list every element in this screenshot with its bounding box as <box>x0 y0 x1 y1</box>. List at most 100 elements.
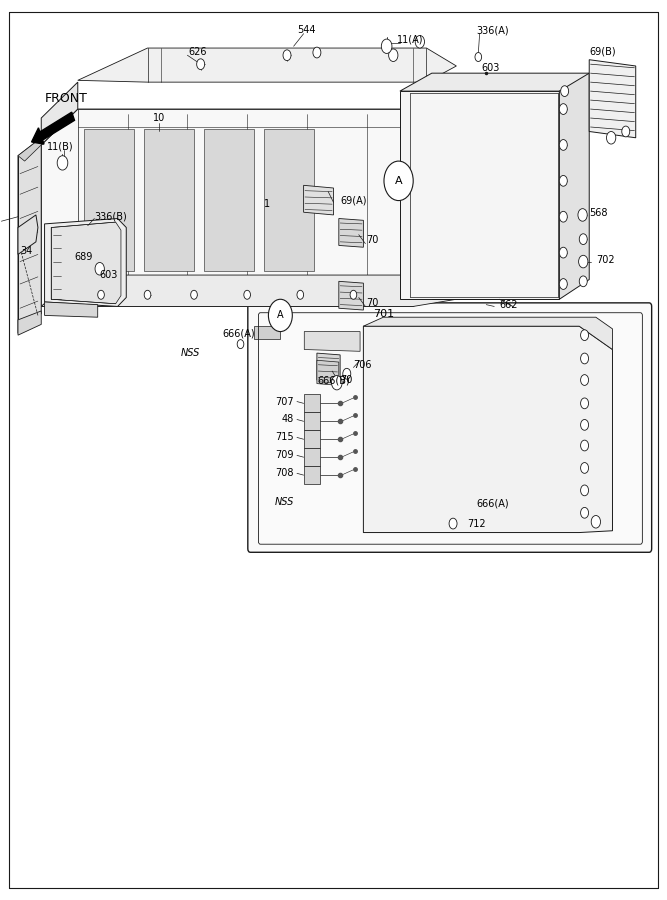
Text: 182(C): 182(C) <box>460 328 492 338</box>
Circle shape <box>578 256 588 268</box>
Text: 48: 48 <box>281 415 293 425</box>
Text: 568: 568 <box>589 208 608 218</box>
Text: 34: 34 <box>20 246 32 256</box>
Circle shape <box>434 329 442 340</box>
Text: 125(D): 125(D) <box>460 346 494 356</box>
Text: 69(B): 69(B) <box>589 47 616 57</box>
Polygon shape <box>339 282 364 310</box>
Text: 70: 70 <box>366 235 378 245</box>
Circle shape <box>268 300 292 331</box>
Circle shape <box>283 50 291 60</box>
Text: 707: 707 <box>275 397 293 407</box>
Circle shape <box>57 156 68 170</box>
Polygon shape <box>85 129 134 271</box>
Text: 70: 70 <box>366 298 378 308</box>
Text: NSS: NSS <box>181 348 200 358</box>
Polygon shape <box>41 82 78 145</box>
Text: 708: 708 <box>275 468 293 478</box>
Circle shape <box>331 375 342 390</box>
Circle shape <box>343 368 351 379</box>
Circle shape <box>313 47 321 58</box>
Circle shape <box>580 398 588 409</box>
Text: 603: 603 <box>482 63 500 73</box>
Circle shape <box>580 440 588 451</box>
Polygon shape <box>303 430 320 448</box>
Circle shape <box>560 140 568 150</box>
Circle shape <box>591 516 600 528</box>
Polygon shape <box>253 326 280 338</box>
Text: 662: 662 <box>500 300 518 310</box>
Text: 70: 70 <box>341 375 353 385</box>
Circle shape <box>97 291 104 300</box>
Circle shape <box>560 176 568 186</box>
Text: 701: 701 <box>373 309 394 319</box>
Text: 69(A): 69(A) <box>340 195 367 205</box>
Polygon shape <box>560 73 589 300</box>
Text: 11(B): 11(B) <box>47 141 73 152</box>
Polygon shape <box>414 328 432 344</box>
Circle shape <box>580 508 588 518</box>
Text: 11(A): 11(A) <box>397 35 423 45</box>
Circle shape <box>560 104 568 114</box>
Text: 336(A): 336(A) <box>477 26 509 36</box>
Text: 715: 715 <box>275 432 293 443</box>
Text: 16(C): 16(C) <box>374 379 400 389</box>
Text: 689: 689 <box>75 252 93 262</box>
Text: NSS: NSS <box>274 497 293 507</box>
Circle shape <box>297 291 303 300</box>
Circle shape <box>449 518 457 529</box>
Circle shape <box>561 86 569 96</box>
Circle shape <box>95 263 104 275</box>
Circle shape <box>580 329 588 340</box>
Text: 709: 709 <box>275 450 293 461</box>
Circle shape <box>579 276 587 287</box>
Circle shape <box>244 291 251 300</box>
Polygon shape <box>303 466 320 484</box>
Polygon shape <box>364 326 612 533</box>
Polygon shape <box>45 219 126 306</box>
Text: A: A <box>395 176 402 185</box>
Polygon shape <box>303 412 320 430</box>
Polygon shape <box>263 129 313 271</box>
Polygon shape <box>41 109 414 306</box>
Polygon shape <box>304 331 360 351</box>
Circle shape <box>578 209 587 221</box>
Polygon shape <box>414 80 456 306</box>
Circle shape <box>580 353 588 364</box>
Polygon shape <box>51 222 121 304</box>
Circle shape <box>436 346 444 356</box>
Text: 666(A): 666(A) <box>223 328 255 338</box>
Circle shape <box>144 291 151 300</box>
Polygon shape <box>204 129 253 271</box>
Circle shape <box>350 291 357 300</box>
Text: 544: 544 <box>297 25 316 35</box>
Circle shape <box>560 212 568 222</box>
Circle shape <box>579 234 587 245</box>
FancyBboxPatch shape <box>248 303 652 553</box>
Circle shape <box>382 39 392 53</box>
Polygon shape <box>589 59 636 138</box>
Circle shape <box>580 485 588 496</box>
Circle shape <box>415 35 424 48</box>
Polygon shape <box>18 215 38 255</box>
Polygon shape <box>18 138 41 333</box>
Circle shape <box>237 339 244 348</box>
Polygon shape <box>144 129 194 271</box>
Polygon shape <box>400 73 589 91</box>
Text: 10: 10 <box>153 113 165 123</box>
Polygon shape <box>339 219 364 248</box>
Polygon shape <box>364 317 612 349</box>
Text: 603: 603 <box>100 270 118 280</box>
Polygon shape <box>18 138 41 161</box>
Circle shape <box>475 52 482 61</box>
Polygon shape <box>41 275 456 306</box>
Polygon shape <box>317 360 339 385</box>
Polygon shape <box>400 91 560 300</box>
Circle shape <box>560 279 568 290</box>
Circle shape <box>580 419 588 430</box>
Circle shape <box>333 335 341 346</box>
Text: 702: 702 <box>596 255 614 265</box>
Circle shape <box>560 248 568 258</box>
Circle shape <box>384 161 414 201</box>
Text: 336(B): 336(B) <box>95 212 127 221</box>
